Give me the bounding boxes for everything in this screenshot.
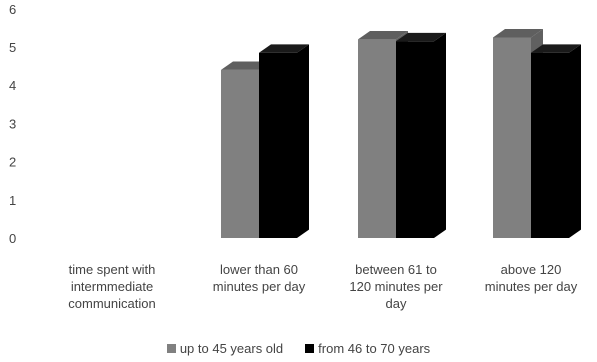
bars — [221, 29, 581, 239]
y-axis-ticks: 0 1 2 3 4 5 6 — [9, 2, 16, 246]
legend-swatch-series-1 — [166, 344, 176, 353]
legend-label-series-2: from 46 to 70 years — [318, 341, 431, 356]
legend-label-series-1: up to 45 years old — [179, 341, 284, 356]
bar-series-2-cat-4 — [531, 44, 581, 239]
x-category-label-2: lower than 60 minutes per day — [213, 262, 306, 294]
y-tick-label: 4 — [9, 78, 16, 93]
y-tick-label: 0 — [9, 231, 16, 246]
legend: up to 45 years old from 46 to 70 years — [0, 341, 597, 356]
x-axis-categories: time spent with intermmediate communicatio… — [68, 262, 577, 311]
legend-item-series-1: up to 45 years old — [166, 341, 284, 356]
y-tick-label: 6 — [9, 2, 16, 17]
x-category-label-3: between 61 to 120 minutes per day — [349, 262, 443, 311]
y-tick-label: 3 — [9, 116, 16, 131]
bar-series-2-cat-2 — [259, 44, 309, 239]
y-tick-label: 2 — [9, 155, 16, 170]
y-tick-label: 5 — [9, 40, 16, 55]
y-tick-label: 1 — [9, 193, 16, 208]
legend-item-series-2: from 46 to 70 years — [305, 341, 430, 356]
x-category-label-1: time spent with intermmediate communicatio… — [68, 262, 155, 311]
x-category-label-4: above 120 minutes per day — [485, 262, 578, 294]
legend-swatch-series-2 — [305, 344, 315, 353]
bar-series-2-cat-3 — [396, 32, 446, 239]
